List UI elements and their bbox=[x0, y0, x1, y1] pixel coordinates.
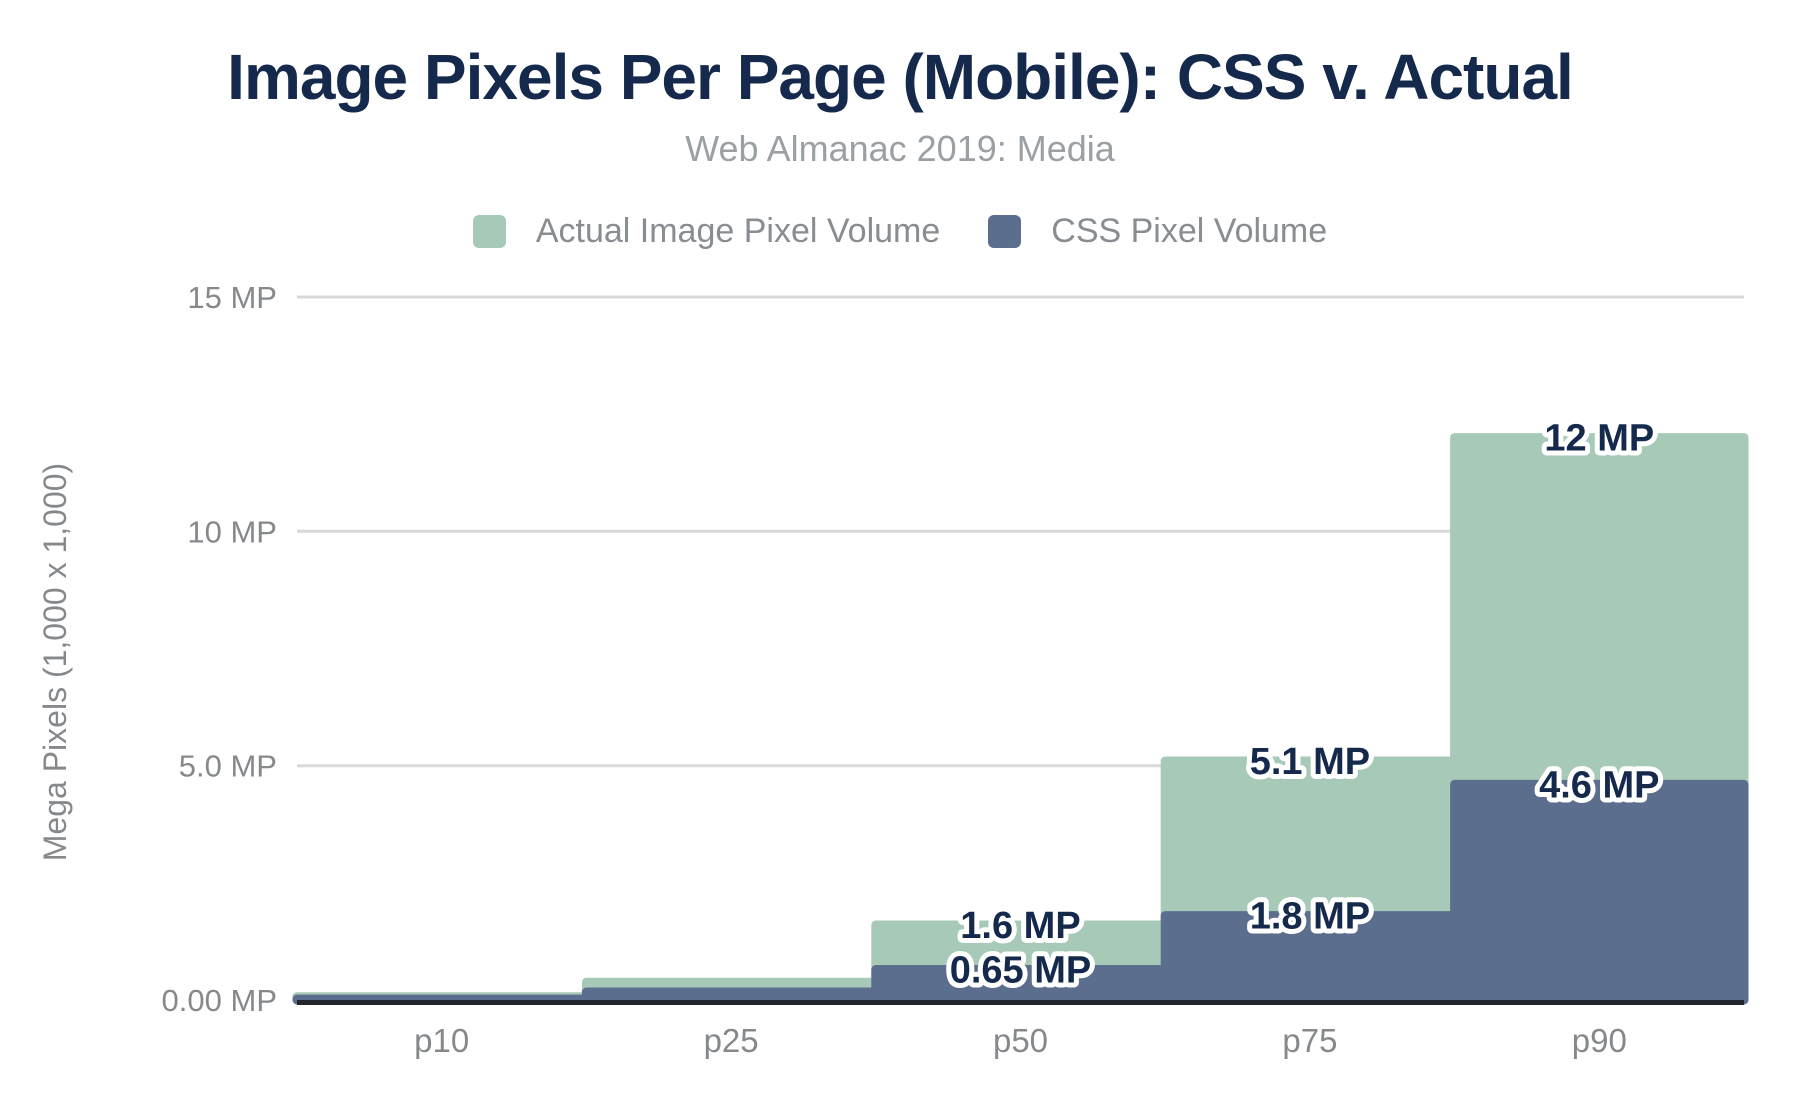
y-tick-label-15mp: 15 MP bbox=[187, 280, 277, 315]
x-tick-label-p50: p50 bbox=[993, 1022, 1048, 1059]
legend-item-actual[interactable]: Actual Image Pixel Volume bbox=[472, 211, 941, 251]
data-label-css-p75: 1.8 MP bbox=[1250, 896, 1370, 938]
chart-subtitle: Web Almanac 2019: Media bbox=[685, 128, 1115, 169]
y-tick-label-5mp: 5.0 MP bbox=[179, 749, 277, 784]
x-tick-label-p10: p10 bbox=[414, 1022, 469, 1059]
chart-title: Image Pixels Per Page (Mobile): CSS v. A… bbox=[227, 41, 1574, 113]
x-tick-label-p25: p25 bbox=[704, 1022, 759, 1059]
series-area-css bbox=[292, 779, 1749, 1005]
legend-label-actual: Actual Image Pixel Volume bbox=[535, 211, 941, 250]
legend-label-css: CSS Pixel Volume bbox=[1051, 211, 1328, 250]
y-axis-title: Mega Pixels (1,000 x 1,000) bbox=[37, 463, 73, 861]
legend-swatch-css-icon bbox=[988, 214, 1022, 248]
data-label-actual-p50: 1.6 MP bbox=[960, 905, 1080, 947]
data-label-actual-p75: 5.1 MP bbox=[1250, 741, 1370, 783]
legend-item-css[interactable]: CSS Pixel Volume bbox=[988, 212, 1327, 251]
data-label-css-p50: 0.65 MP bbox=[950, 950, 1092, 992]
x-tick-label-p90: p90 bbox=[1572, 1022, 1627, 1059]
legend: Actual Image Pixel Volume CSS Pixel Volu… bbox=[0, 206, 1800, 256]
data-label-css-p90: 4.6 MP bbox=[1539, 764, 1659, 806]
legend-swatch-actual-icon bbox=[472, 214, 506, 248]
y-tick-label-10mp: 10 MP bbox=[187, 514, 277, 549]
x-axis-line bbox=[297, 1000, 1744, 1005]
data-label-actual-p90: 12 MP bbox=[1544, 418, 1654, 460]
y-tick-label-0mp: 0.00 MP bbox=[162, 983, 277, 1018]
x-tick-label-p75: p75 bbox=[1282, 1022, 1337, 1059]
